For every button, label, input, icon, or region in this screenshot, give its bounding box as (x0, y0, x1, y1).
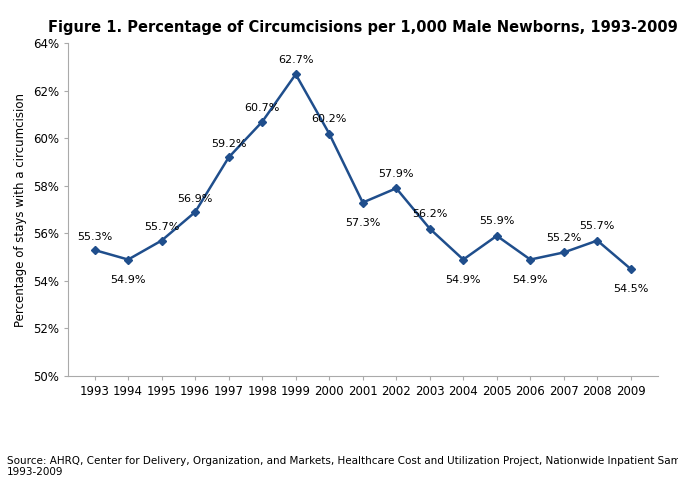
Text: 54.9%: 54.9% (111, 275, 146, 285)
Text: 56.2%: 56.2% (412, 209, 447, 219)
Y-axis label: Percentage of stays with a circumcision: Percentage of stays with a circumcision (14, 93, 27, 327)
Text: 55.2%: 55.2% (546, 233, 582, 243)
Text: 57.9%: 57.9% (378, 169, 414, 178)
Text: 54.9%: 54.9% (445, 275, 481, 285)
Text: 55.3%: 55.3% (77, 232, 113, 241)
Title: Figure 1. Percentage of Circumcisions per 1,000 Male Newborns, 1993-2009: Figure 1. Percentage of Circumcisions pe… (48, 20, 677, 35)
Text: 59.2%: 59.2% (211, 139, 246, 149)
Text: 60.2%: 60.2% (311, 114, 347, 124)
Text: 55.9%: 55.9% (479, 216, 515, 226)
Text: 60.7%: 60.7% (245, 104, 280, 113)
Text: 55.7%: 55.7% (580, 221, 615, 231)
Text: 54.5%: 54.5% (613, 284, 649, 295)
Text: 54.9%: 54.9% (513, 275, 548, 285)
Text: 62.7%: 62.7% (278, 54, 313, 65)
Text: 55.7%: 55.7% (144, 222, 179, 232)
Text: Source: AHRQ, Center for Delivery, Organization, and Markets, Healthcare Cost an: Source: AHRQ, Center for Delivery, Organ… (7, 455, 678, 477)
Text: 56.9%: 56.9% (178, 194, 213, 204)
Text: 57.3%: 57.3% (345, 218, 380, 228)
